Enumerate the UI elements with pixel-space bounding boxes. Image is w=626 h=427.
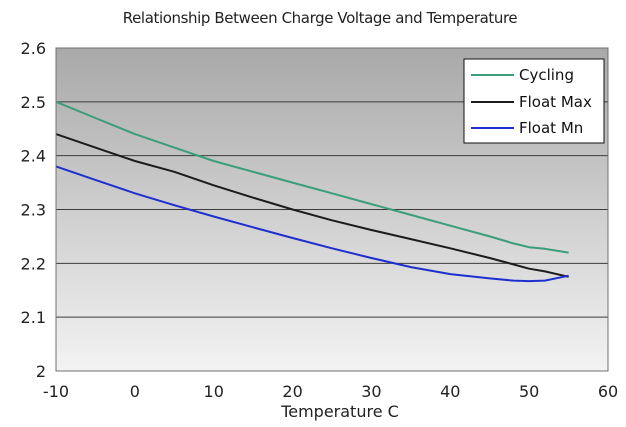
chart-title: Relationship Between Charge Voltage and … <box>123 9 518 27</box>
legend-label-cycling: Cycling <box>519 66 574 84</box>
series-line-cycling <box>55 100 569 254</box>
legend: Cycling Float Max Float Mn <box>463 58 605 144</box>
y-tick-label: 2.3 <box>21 201 46 220</box>
plot-frame <box>55 47 609 372</box>
series-lines <box>55 100 569 283</box>
series-line-float-min <box>55 165 569 283</box>
x-tick-label: 20 <box>282 382 302 401</box>
x-tick-label: 0 <box>130 382 140 401</box>
y-tick-label: 2.5 <box>21 93 46 112</box>
series-line-float-max <box>55 133 569 278</box>
y-axis-ticks: 2 2.1 2.2 2.3 2.4 2.5 2.6 <box>21 39 46 381</box>
legend-label-float-max: Float Max <box>519 93 592 111</box>
x-tick-label: 10 <box>204 382 224 401</box>
x-tick-label: 40 <box>440 382 460 401</box>
y-tick-label: 2.6 <box>21 39 46 58</box>
y-tick-label: 2 <box>36 362 46 381</box>
legend-label-float-min: Float Mn <box>519 119 583 137</box>
x-tick-label: 50 <box>519 382 539 401</box>
x-axis-title: Temperature C <box>280 402 399 421</box>
x-axis-ticks: -10 0 10 20 30 40 50 60 <box>43 382 618 401</box>
y-tick-label: 2.4 <box>21 147 46 166</box>
x-tick-label: 30 <box>361 382 381 401</box>
x-tick-label: -10 <box>43 382 69 401</box>
x-tick-label: 60 <box>598 382 618 401</box>
y-tick-label: 2.1 <box>21 308 46 327</box>
y-tick-label: 2.2 <box>21 254 46 273</box>
